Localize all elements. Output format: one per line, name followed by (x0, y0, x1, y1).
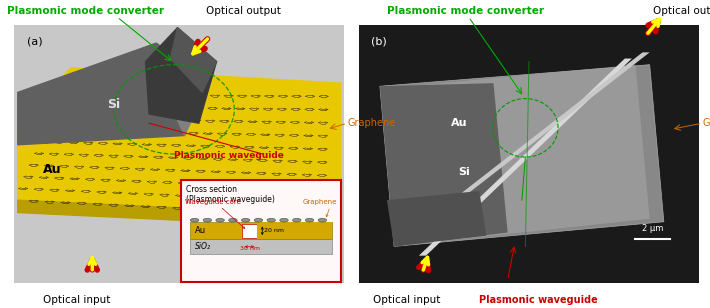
Text: 20 nm: 20 nm (263, 228, 284, 233)
Text: Waveguide core: Waveguide core (185, 200, 241, 205)
Polygon shape (170, 28, 217, 92)
Text: Optical output: Optical output (206, 6, 280, 16)
Polygon shape (380, 83, 508, 246)
Text: SiO₂: SiO₂ (195, 242, 212, 251)
Text: Si: Si (107, 98, 120, 111)
Text: Plasmonic waveguide: Plasmonic waveguide (479, 295, 598, 305)
Circle shape (305, 218, 314, 222)
Text: (b): (b) (371, 37, 387, 47)
Text: (Plasmonic waveguide): (Plasmonic waveguide) (186, 195, 275, 204)
Circle shape (254, 218, 263, 222)
Circle shape (241, 218, 250, 222)
Text: (a): (a) (27, 37, 43, 47)
Circle shape (280, 218, 288, 222)
Polygon shape (380, 65, 664, 246)
Circle shape (318, 218, 327, 222)
Text: Cross section: Cross section (186, 185, 237, 194)
Text: 30 nm: 30 nm (239, 246, 260, 251)
FancyBboxPatch shape (14, 25, 344, 283)
Text: Graphene: Graphene (348, 118, 396, 128)
FancyBboxPatch shape (190, 239, 332, 254)
Circle shape (229, 218, 237, 222)
Text: Au: Au (451, 118, 467, 128)
FancyBboxPatch shape (181, 180, 341, 282)
Circle shape (293, 218, 301, 222)
Text: Au: Au (195, 226, 207, 235)
Text: Graphene: Graphene (303, 200, 337, 205)
Text: Plasmonic waveguide: Plasmonic waveguide (174, 151, 284, 160)
Polygon shape (18, 43, 199, 145)
Polygon shape (419, 59, 632, 256)
Polygon shape (156, 52, 213, 136)
FancyBboxPatch shape (359, 25, 699, 283)
Text: Optical output: Optical output (653, 6, 710, 16)
Polygon shape (18, 200, 341, 228)
FancyBboxPatch shape (190, 222, 332, 239)
FancyBboxPatch shape (241, 224, 257, 238)
Text: 2 μm: 2 μm (642, 224, 663, 233)
Polygon shape (405, 52, 650, 237)
Circle shape (203, 218, 212, 222)
Text: Si: Si (458, 168, 470, 177)
Polygon shape (387, 191, 486, 246)
Polygon shape (408, 65, 650, 243)
Circle shape (190, 218, 199, 222)
Polygon shape (18, 68, 341, 216)
Text: Au: Au (43, 163, 61, 176)
Polygon shape (146, 28, 217, 123)
Circle shape (267, 218, 275, 222)
FancyBboxPatch shape (257, 222, 332, 239)
Text: Plasmonic mode converter: Plasmonic mode converter (7, 6, 164, 16)
Text: Graphene: Graphene (703, 118, 710, 128)
Text: Plasmonic mode converter: Plasmonic mode converter (387, 6, 544, 16)
Text: Optical input: Optical input (43, 295, 110, 305)
Text: Optical input: Optical input (373, 295, 440, 305)
Circle shape (216, 218, 224, 222)
